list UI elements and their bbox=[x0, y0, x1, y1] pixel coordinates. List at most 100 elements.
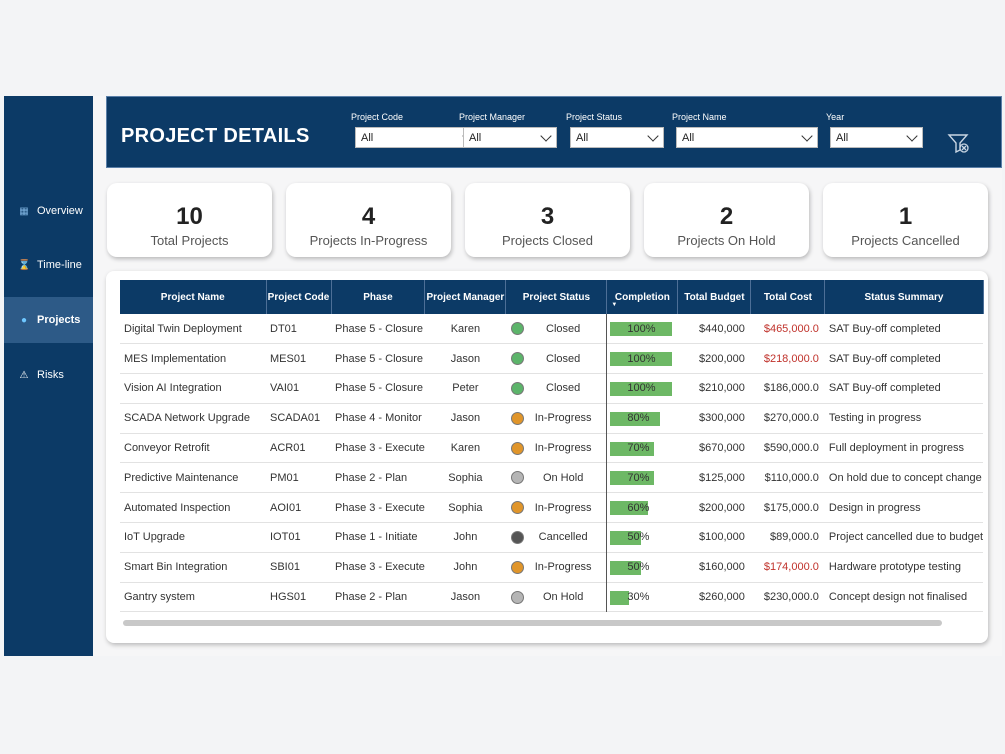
completion-bar bbox=[610, 411, 660, 426]
status-text: On Hold bbox=[542, 591, 584, 604]
sidebar-item-label: Overview bbox=[37, 205, 83, 217]
status-text: In-Progress bbox=[534, 442, 592, 455]
kpi-label: Projects On Hold bbox=[677, 233, 776, 248]
cell-total-budget: $200,000 bbox=[699, 501, 745, 514]
sidebar-item-overview[interactable]: ▦ Overview bbox=[4, 188, 93, 234]
cell-total-cost: $218,000.0 bbox=[763, 352, 819, 365]
status-text: In-Progress bbox=[534, 501, 592, 514]
sidebar-item-risks[interactable]: ⚠ Risks bbox=[4, 352, 93, 398]
table-row[interactable]: Gantry system HGS01 Phase 2 - Plan Jason On … bbox=[120, 582, 983, 612]
completion-bar bbox=[610, 441, 654, 456]
table-row[interactable]: Automated Inspection AOI01 Phase 3 - Execu… bbox=[120, 492, 983, 523]
table-row[interactable]: Conveyor Retrofit ACR01 Phase 3 - Execute K… bbox=[120, 433, 983, 463]
filter-project-status: Project Status All bbox=[566, 112, 664, 148]
column-header[interactable]: Project Code bbox=[266, 280, 332, 314]
column-header[interactable]: Phase bbox=[331, 280, 426, 314]
cell-project-status: In-Progress bbox=[506, 403, 607, 433]
table-row[interactable]: Predictive Maintenance PM01 Phase 2 - Plan… bbox=[120, 462, 983, 493]
status-dot-icon bbox=[510, 590, 524, 604]
cell-phase: Phase 2 - Plan bbox=[335, 591, 408, 604]
cell-total-cost: $110,000.0 bbox=[764, 471, 819, 484]
cell-total-cost: $270,000.0 bbox=[763, 412, 819, 425]
column-header[interactable]: Project Status bbox=[505, 280, 608, 314]
cell-project-code: SCADA01 bbox=[270, 412, 321, 425]
status-text: In-Progress bbox=[534, 412, 592, 425]
horizontal-scrollbar[interactable] bbox=[123, 620, 942, 626]
warning-icon: ⚠ bbox=[19, 369, 29, 381]
kpi-value: 2 bbox=[719, 203, 734, 230]
table-row[interactable]: MES Implementation MES01 Phase 5 - Closure… bbox=[120, 343, 983, 374]
header-bar: PROJECT DETAILS Project Code All Project… bbox=[106, 96, 1002, 168]
table-row[interactable]: Digital Twin Deployment DT01 Phase 5 - Clo… bbox=[120, 314, 983, 344]
filter-project-name: Project Name All bbox=[672, 112, 818, 148]
chevron-down-icon bbox=[540, 129, 552, 142]
cell-status-summary: Testing in progress bbox=[828, 412, 922, 425]
completion-label: 70% bbox=[627, 471, 650, 484]
cell-project-code: IOT01 bbox=[270, 531, 301, 544]
cell-project-name: MES Implementation bbox=[124, 352, 227, 365]
cell-total-cost: $230,000.0 bbox=[763, 591, 819, 604]
cell-status-summary: SAT Buy-off completed bbox=[828, 322, 941, 335]
cell-project-name: Automated Inspection bbox=[124, 501, 231, 514]
status-dot-icon bbox=[510, 560, 524, 574]
column-header[interactable]: Project Name bbox=[120, 280, 267, 314]
kpi-label: Total Projects bbox=[150, 233, 229, 248]
column-header[interactable]: Total Cost bbox=[750, 280, 826, 314]
dropdown-value: All bbox=[836, 131, 849, 144]
cell-project-manager: Jason bbox=[450, 591, 481, 604]
app-window: ▦ Overview ⌛ Time-line ● Projects ⚠ Risk… bbox=[4, 96, 1002, 656]
cell-completion: 50% bbox=[606, 522, 678, 553]
cell-total-budget: $210,000 bbox=[699, 382, 745, 395]
kpi-card-on-hold: 2 Projects On Hold bbox=[644, 183, 809, 257]
cell-total-budget: $260,000 bbox=[699, 591, 745, 604]
kpi-value: 1 bbox=[898, 203, 913, 230]
status-dot-icon bbox=[510, 471, 524, 485]
cell-total-cost: $465,000.0 bbox=[763, 322, 819, 335]
status-dot-icon bbox=[510, 382, 524, 396]
project-status-dropdown[interactable]: All bbox=[570, 127, 664, 148]
cell-project-status: On Hold bbox=[506, 582, 607, 612]
cell-project-code: MES01 bbox=[270, 352, 307, 365]
cell-phase: Phase 3 - Execute bbox=[335, 501, 425, 514]
status-text: Closed bbox=[546, 352, 581, 365]
cell-project-status: Closed bbox=[506, 374, 607, 404]
dropdown-value: All bbox=[469, 131, 482, 144]
cell-phase: Phase 3 - Execute bbox=[335, 442, 425, 455]
cell-status-summary: Full deployment in progress bbox=[828, 442, 965, 455]
completion-label: 50% bbox=[627, 531, 650, 544]
clear-filter-icon[interactable] bbox=[947, 131, 971, 155]
project-name-dropdown[interactable]: All bbox=[676, 127, 818, 148]
completion-bar bbox=[610, 501, 648, 516]
page-title: PROJECT DETAILS bbox=[121, 125, 310, 147]
completion-label: 80% bbox=[627, 412, 650, 425]
filter-year: Year All bbox=[826, 112, 923, 148]
table-row[interactable]: Vision AI Integration VAI01 Phase 5 - Clos… bbox=[120, 373, 983, 404]
cell-total-budget: $125,000 bbox=[699, 471, 745, 484]
project-code-dropdown[interactable]: All bbox=[355, 127, 479, 148]
column-header[interactable]: Completion ▼ bbox=[606, 280, 679, 314]
kpi-value: 3 bbox=[540, 203, 555, 230]
sidebar: ▦ Overview ⌛ Time-line ● Projects ⚠ Risk… bbox=[4, 96, 93, 656]
table-row[interactable]: IoT Upgrade IOT01 Phase 1 - Initiate John Ca… bbox=[120, 522, 983, 553]
sidebar-item-projects[interactable]: ● Projects bbox=[4, 297, 93, 343]
kpi-card-cancelled: 1 Projects Cancelled bbox=[823, 183, 988, 257]
cell-phase: Phase 5 - Closure bbox=[335, 382, 424, 395]
column-header[interactable]: Status Summary bbox=[824, 280, 984, 314]
cell-status-summary: SAT Buy-off completed bbox=[828, 382, 941, 395]
cell-project-status: In-Progress bbox=[506, 433, 607, 463]
year-dropdown[interactable]: All bbox=[830, 127, 923, 148]
table-row[interactable]: Smart Bin Integration SBI01 Phase 3 - Exec… bbox=[120, 552, 983, 583]
sidebar-item-timeline[interactable]: ⌛ Time-line bbox=[4, 242, 93, 288]
cell-status-summary: Hardware prototype testing bbox=[828, 561, 961, 574]
cell-completion: 50% bbox=[606, 552, 678, 583]
cell-status-summary: Concept design not finalised bbox=[828, 591, 968, 604]
cell-phase: Phase 4 - Monitor bbox=[335, 412, 422, 425]
projects-icon: ● bbox=[20, 314, 28, 326]
project-manager-dropdown[interactable]: All bbox=[463, 127, 557, 148]
filter-project-manager: Project Manager All bbox=[459, 112, 557, 148]
table-row[interactable]: SCADA Network Upgrade SCADA01 Phase 4 - Mo… bbox=[120, 403, 983, 434]
column-header[interactable]: Total Budget bbox=[677, 280, 752, 314]
completion-bar bbox=[610, 352, 673, 367]
cell-project-code: VAI01 bbox=[270, 382, 300, 395]
column-header[interactable]: Project Manager bbox=[424, 280, 507, 314]
